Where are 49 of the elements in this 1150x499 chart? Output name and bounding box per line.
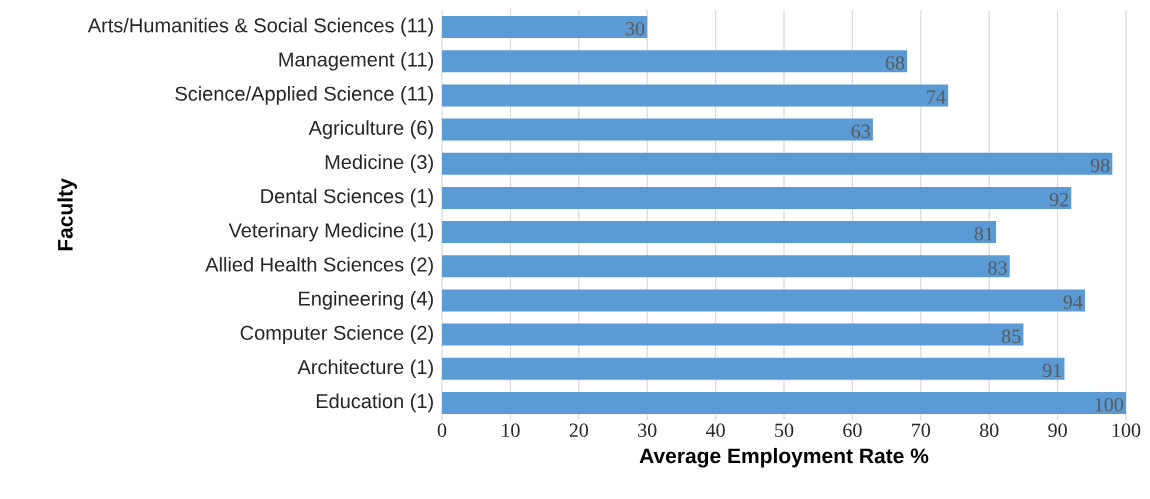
x-axis-title: Average Employment Rate % <box>639 447 929 468</box>
data-label: 92 <box>1049 192 1068 207</box>
x-tick-label: 40 <box>706 423 725 438</box>
bar <box>442 255 1010 278</box>
bar <box>442 118 873 141</box>
x-tick-label: 90 <box>1048 423 1067 438</box>
data-label: 94 <box>1063 295 1083 309</box>
y-tick-label: Science/Applied Science (11) <box>175 86 433 105</box>
x-tick-label: 10 <box>502 423 520 438</box>
bar <box>442 391 1127 414</box>
x-tick-label: 30 <box>638 423 657 438</box>
x-tick-label: 70 <box>912 423 931 438</box>
data-label: 74 <box>927 90 946 104</box>
data-label: 85 <box>1001 329 1021 344</box>
y-tick-label: Arts/Humanities & Social Sciences (11) <box>87 17 433 37</box>
y-axis-title: Faculty <box>57 178 77 251</box>
bar <box>442 16 648 39</box>
data-label: 91 <box>1042 363 1062 378</box>
bar <box>442 50 908 73</box>
data-label: 81 <box>974 227 993 241</box>
bar <box>442 357 1065 380</box>
data-label: 83 <box>988 261 1007 275</box>
bar <box>442 186 1072 209</box>
data-label: 98 <box>1090 158 1110 173</box>
data-label: 63 <box>851 124 870 138</box>
x-tick-label: 0 <box>437 423 447 438</box>
x-tick-label: 60 <box>843 423 862 438</box>
bar <box>442 152 1113 175</box>
data-label: 30 <box>625 22 645 36</box>
x-tick-label: 80 <box>979 423 999 438</box>
y-tick-label: Management (11) <box>279 51 433 71</box>
y-tick-label: Veterinary Medicine (1) <box>228 222 433 242</box>
bar <box>442 84 949 107</box>
y-tick-label: Allied Health Sciences (2) <box>205 256 433 276</box>
x-tick-label: 100 <box>1112 423 1141 438</box>
x-tick-label: 50 <box>775 423 794 438</box>
y-tick-label: Engineering (4) <box>299 291 433 310</box>
y-tick-label: Architecture (1) <box>297 359 433 379</box>
bar <box>442 289 1085 312</box>
data-label: 100 <box>1095 397 1124 412</box>
x-tick-label: 20 <box>569 423 589 438</box>
y-tick-label: Dental Sciences (1) <box>261 188 433 208</box>
bar <box>442 221 997 244</box>
data-label: 68 <box>885 56 905 70</box>
y-tick-label: Medicine (3) <box>325 154 433 174</box>
y-tick-label: Agriculture (6) <box>308 120 433 139</box>
y-tick-label: Education (1) <box>316 393 433 413</box>
bar <box>442 323 1024 346</box>
y-tick-label: Computer Science (2) <box>240 325 433 344</box>
